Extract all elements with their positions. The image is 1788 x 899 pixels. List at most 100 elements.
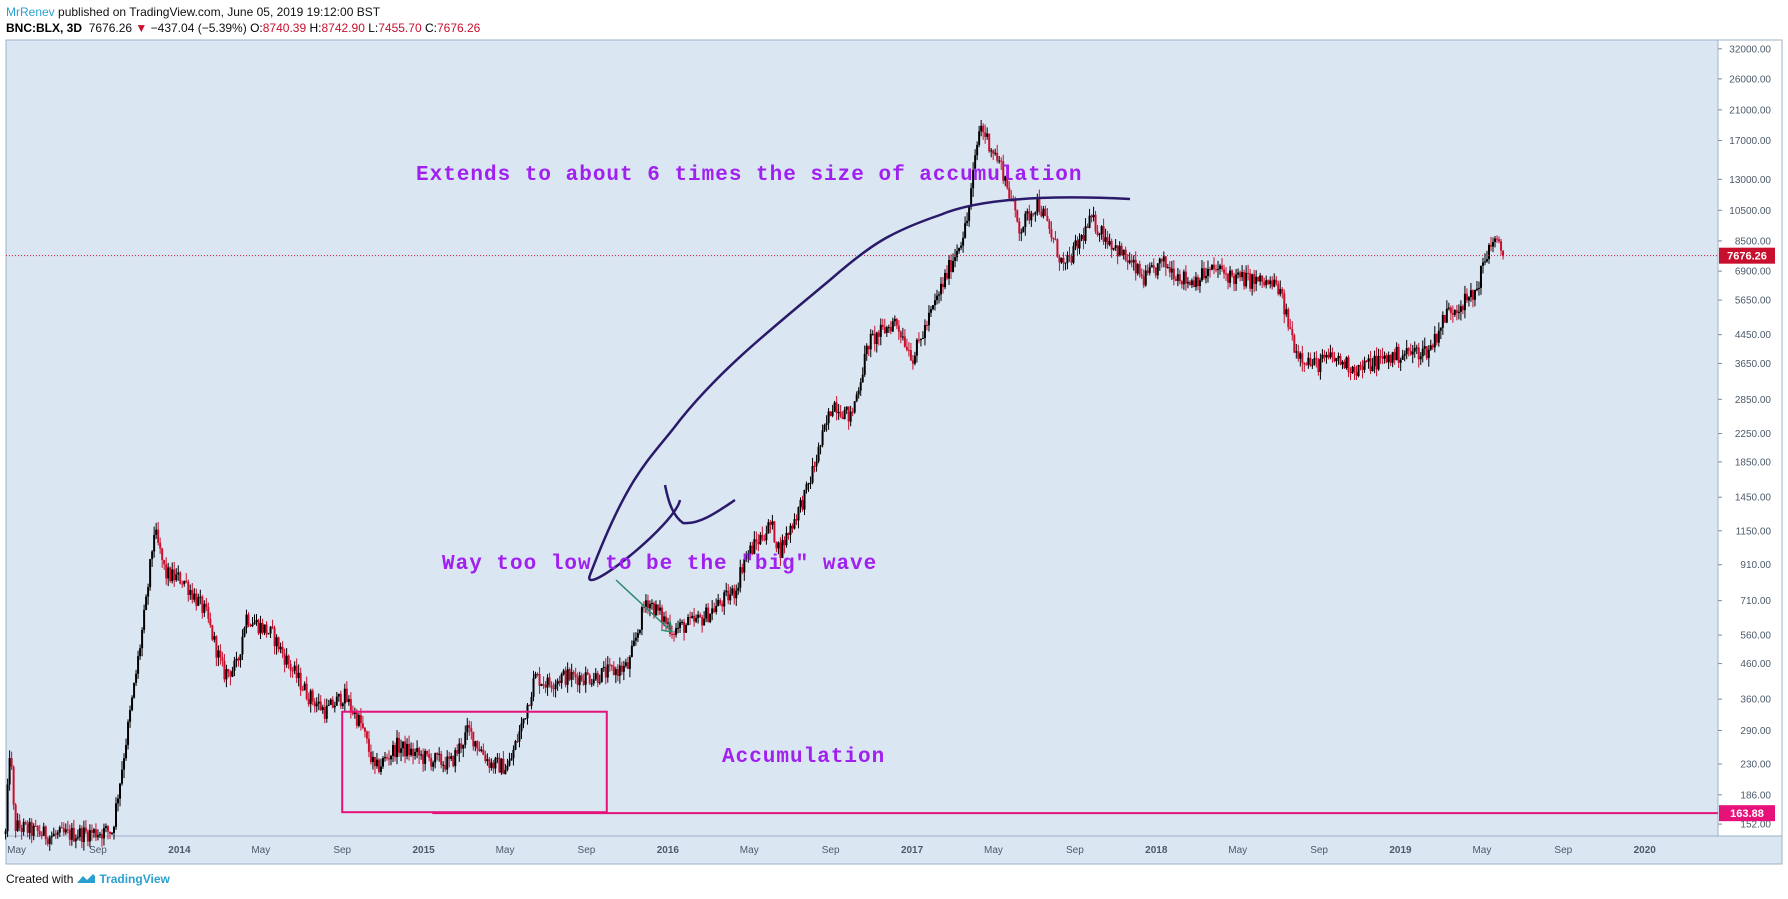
- candle-body: [1020, 232, 1023, 234]
- candle-body: [466, 725, 469, 733]
- candle-body: [763, 539, 766, 541]
- candle-body: [357, 715, 360, 726]
- candle-body: [739, 567, 742, 588]
- candle-body: [199, 596, 202, 598]
- candle-body: [1110, 240, 1113, 250]
- candle-body: [558, 680, 561, 684]
- candle-body: [349, 699, 352, 711]
- candle-body: [554, 684, 557, 689]
- candle-body: [108, 831, 111, 834]
- candle-body: [133, 682, 136, 698]
- candle-body: [911, 360, 914, 364]
- candle-body: [731, 588, 734, 595]
- chart-annotation[interactable]: Way too low to be the "big" wave: [442, 553, 877, 576]
- candle-body: [1054, 239, 1057, 241]
- candle-body: [1166, 267, 1169, 269]
- candle-body: [990, 150, 993, 152]
- author-name[interactable]: MrRenev: [6, 5, 55, 19]
- candle-body: [460, 743, 463, 749]
- candle-body: [835, 402, 838, 414]
- candle-body: [329, 699, 332, 705]
- candle-body: [66, 829, 69, 831]
- chart-annotation[interactable]: Accumulation: [722, 746, 885, 769]
- time-axis[interactable]: [5, 835, 1783, 865]
- tradingview-brand[interactable]: TradingView: [99, 872, 170, 886]
- candle-body: [863, 354, 866, 375]
- candle-body: [542, 684, 545, 686]
- candle-body: [367, 738, 370, 752]
- candle-body: [225, 669, 228, 680]
- candle-body: [197, 597, 200, 606]
- candle-body: [289, 664, 292, 671]
- candle-body: [1068, 255, 1071, 257]
- candle-body: [327, 704, 330, 706]
- candle-body: [859, 382, 862, 391]
- candle-body: [377, 759, 380, 772]
- candle-body: [22, 822, 25, 832]
- candle-body: [1319, 358, 1322, 372]
- y-tick-label: 17000.00: [1729, 136, 1771, 147]
- candle-body: [994, 152, 997, 154]
- candle-body: [775, 542, 778, 549]
- pointer-arrow[interactable]: [615, 579, 673, 633]
- candle-body: [1341, 361, 1344, 365]
- candle-body: [520, 723, 523, 732]
- projection-arrow[interactable]: [588, 196, 1131, 582]
- candle-body: [729, 594, 732, 601]
- candle-body: [392, 745, 395, 756]
- candle-body: [933, 300, 936, 306]
- candle-body: [299, 672, 302, 690]
- open-label: O:: [250, 21, 263, 35]
- candle-body: [717, 599, 720, 606]
- y-tick-label: 2250.00: [1735, 429, 1772, 440]
- candle-body: [1070, 256, 1073, 263]
- candle-body: [984, 132, 987, 137]
- y-tick-labels: 32000.00 26000.00 21000.00 17000.00 13000.00…: [1718, 44, 1772, 831]
- plot-background[interactable]: [5, 39, 1719, 837]
- y-tick-label: 290.00: [1740, 726, 1771, 737]
- candle-body: [426, 750, 429, 755]
- candle-body: [127, 721, 130, 745]
- price-axis[interactable]: [1717, 39, 1783, 837]
- candle-body: [1186, 281, 1189, 284]
- candle-body: [1471, 290, 1474, 300]
- candle-body: [1156, 263, 1159, 276]
- candle-body: [960, 245, 963, 248]
- candle-body: [679, 622, 682, 628]
- candle-body: [243, 627, 246, 637]
- candle-body: [592, 679, 595, 684]
- candle-body: [751, 545, 754, 554]
- candle-body: [379, 766, 382, 772]
- candle-body: [500, 758, 503, 773]
- candle-body: [789, 525, 792, 535]
- candle-body: [608, 664, 611, 666]
- candle-body: [1279, 289, 1282, 295]
- candle-body: [454, 750, 457, 767]
- price-marker-label: 163.88: [1730, 808, 1764, 820]
- candle-body: [470, 727, 473, 732]
- candle-body: [805, 483, 808, 490]
- candle-body: [281, 646, 284, 654]
- candle-body: [185, 580, 188, 582]
- candle-body: [444, 764, 447, 770]
- candle-body: [50, 836, 53, 838]
- candle-body: [1433, 333, 1436, 348]
- candle-body: [893, 318, 896, 322]
- candle-body: [117, 798, 120, 804]
- candle-body: [60, 827, 63, 829]
- accumulation-box[interactable]: [341, 710, 608, 814]
- close-label: C:: [424, 21, 437, 35]
- candle-body: [514, 741, 517, 750]
- candle-body: [8, 758, 11, 785]
- candle-body: [827, 411, 830, 424]
- candle-body: [205, 603, 208, 608]
- candle-body: [594, 673, 597, 680]
- candle-body: [295, 665, 298, 679]
- candle-body: [229, 671, 232, 677]
- candle-body: [687, 617, 690, 626]
- candle-body: [512, 749, 515, 759]
- y-tick-label: 4450.00: [1735, 330, 1772, 341]
- chart-annotation[interactable]: Extends to about 6 times the size of acc…: [416, 164, 1083, 187]
- candle-body: [257, 619, 260, 634]
